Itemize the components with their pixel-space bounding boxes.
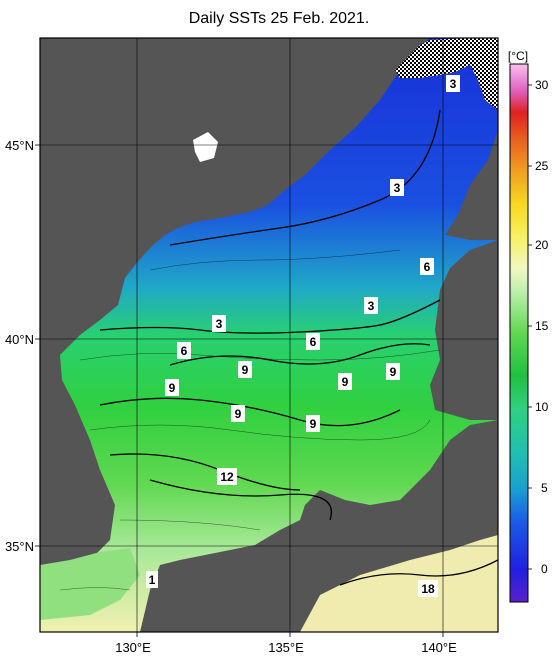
colorbar-unit: [°C] [508, 49, 528, 63]
colorbar: [°C] 30 25 20 15 10 5 0 [508, 49, 549, 603]
contour-label: 3 [390, 179, 404, 196]
y-tick-35n: 35°N [5, 539, 34, 554]
svg-text:6: 6 [181, 344, 188, 358]
lake [193, 132, 218, 162]
contour-label: 3 [212, 315, 226, 332]
contour-label: 6 [177, 342, 191, 359]
svg-text:6: 6 [424, 260, 431, 274]
contour-label: 6 [306, 333, 320, 350]
svg-text:3: 3 [450, 77, 457, 91]
contour-label: 3 [446, 75, 460, 92]
colorbar-tick: 10 [535, 400, 549, 414]
contour-label: 12 [217, 468, 237, 485]
contour-label: 9 [306, 415, 320, 432]
contour-lines [99, 109, 498, 586]
colorbar-tick: 25 [535, 159, 549, 173]
contour-label: 3 [364, 297, 378, 314]
x-tick-130e: 130°E [115, 640, 151, 655]
y-tick-40n: 40°N [5, 332, 34, 347]
colorbar-tick: 0 [541, 562, 548, 576]
frame-ticks [35, 144, 444, 637]
contour-label: 9 [231, 405, 245, 422]
svg-text:9: 9 [310, 417, 317, 431]
svg-text:9: 9 [235, 407, 242, 421]
svg-text:6: 6 [310, 335, 317, 349]
strait-sea [40, 548, 140, 620]
svg-text:9: 9 [342, 375, 349, 389]
svg-text:12: 12 [220, 470, 234, 484]
graticule [40, 38, 498, 632]
colorbar-tick: 20 [535, 238, 549, 252]
sea-ice [395, 38, 498, 110]
svg-text:9: 9 [242, 363, 249, 377]
contour-label: 9 [165, 379, 179, 396]
map-frame [39, 37, 499, 633]
minor-contours [59, 249, 441, 591]
svg-text:3: 3 [394, 181, 401, 195]
svg-text:9: 9 [390, 365, 397, 379]
contour-label: 1 [146, 571, 158, 588]
svg-text:3: 3 [216, 317, 223, 331]
pacific-warm [300, 535, 498, 632]
japan-land [140, 420, 498, 632]
colorbar-tick: 15 [535, 319, 549, 333]
contour-label: 9 [386, 363, 400, 380]
svg-text:3: 3 [368, 299, 375, 313]
contour-label: 6 [420, 258, 434, 275]
hokkaido-land [445, 130, 498, 240]
map-area [40, 38, 498, 632]
contour-label: 18 [418, 580, 438, 597]
svg-text:18: 18 [421, 582, 435, 596]
map-title: Daily SSTs 25 Feb. 2021. [188, 10, 370, 27]
svg-text:1: 1 [149, 573, 156, 587]
colorbar-tick: 30 [535, 78, 549, 92]
svg-text:9: 9 [169, 381, 176, 395]
contour-label: 9 [338, 373, 352, 390]
contour-label: 9 [238, 361, 252, 378]
x-tick-140e: 140°E [421, 640, 457, 655]
colorbar-tick: 5 [541, 481, 548, 495]
colorbar-scale [509, 63, 529, 603]
contour-labels: 3 3 6 3 3 6 6 9 9 9 9 9 9 12 1 18 [146, 75, 460, 597]
sea [40, 38, 498, 632]
y-tick-45n: 45°N [5, 138, 34, 153]
x-tick-135e: 135°E [268, 640, 304, 655]
